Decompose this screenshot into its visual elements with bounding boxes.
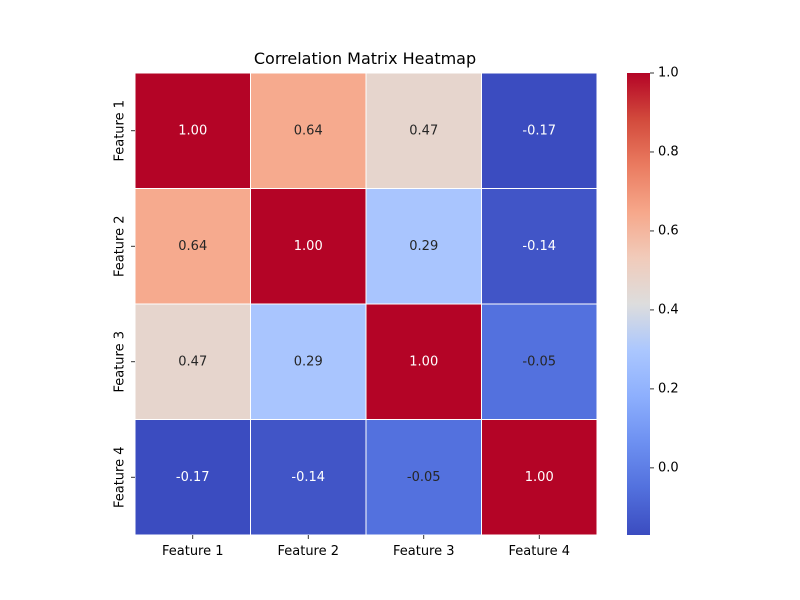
- x-tick-label-3: Feature 3: [393, 544, 455, 559]
- chart-title: Correlation Matrix Heatmap: [254, 49, 476, 68]
- heatmap-cell-r2-c2: [250, 188, 367, 305]
- cell-value-r4-c4: 1.00: [525, 470, 554, 485]
- cell-value-r4-c1: -0.17: [176, 470, 210, 485]
- cell-value-r2-c2: 1.00: [294, 239, 323, 254]
- cell-value-r3-c2: 0.29: [294, 354, 323, 369]
- cell-value-r2-c4: -0.14: [522, 239, 556, 254]
- colorbar-tick-label-2: 0.2: [658, 381, 679, 396]
- y-tick-label-2: Feature 2: [113, 215, 128, 277]
- cell-value-r2-c3: 0.29: [409, 239, 438, 254]
- x-tick-label-2: Feature 2: [277, 544, 339, 559]
- x-tick-label-4: Feature 4: [508, 544, 570, 559]
- heatmap-cell-r1-c3: [365, 72, 482, 189]
- cell-value-r1-c3: 0.47: [409, 123, 438, 138]
- colorbar-tick-label-6: 1.0: [658, 66, 679, 81]
- colorbar: 0.0 0.2 0.4 0.6 0.8 1.0: [627, 66, 679, 535]
- cell-value-r1-c2: 0.64: [294, 123, 323, 138]
- cell-value-r1-c1: 1.00: [178, 123, 207, 138]
- colorbar-tick-label-4: 0.6: [658, 223, 679, 238]
- colorbar-tick-label-3: 0.4: [658, 302, 679, 317]
- heatmap-cell-r2-c4: [481, 188, 598, 305]
- heatmap-cell-r1-c4: [481, 72, 598, 189]
- x-axis: Feature 1 Feature 2 Feature 3 Feature 4: [162, 535, 570, 559]
- heatmap-cell-r4-c1: [134, 419, 251, 536]
- colorbar-tick-label-5: 0.8: [658, 144, 679, 159]
- heatmap-cells: [134, 72, 598, 536]
- cell-value-r4-c2: -0.14: [291, 470, 325, 485]
- cell-value-r1-c4: -0.17: [522, 123, 556, 138]
- y-tick-label-4: Feature 4: [113, 446, 128, 508]
- heatmap-cell-r1-c2: [250, 72, 367, 189]
- cell-value-r3-c1: 0.47: [178, 354, 207, 369]
- heatmap-cell-r4-c4: [481, 419, 598, 536]
- heatmap-cell-r4-c2: [250, 419, 367, 536]
- y-tick-label-3: Feature 3: [113, 331, 128, 393]
- y-tick-label-1: Feature 1: [113, 100, 128, 162]
- heatmap-cell-r4-c3: [365, 419, 482, 536]
- x-tick-label-1: Feature 1: [162, 544, 224, 559]
- colorbar-tick-label-1: 0.0: [658, 460, 679, 475]
- colorbar-gradient: [627, 73, 650, 535]
- cell-value-r2-c1: 0.64: [178, 239, 207, 254]
- heatmap-cell-r1-c1: [134, 72, 251, 189]
- cell-value-r3-c3: 1.00: [409, 354, 438, 369]
- heatmap-cell-r2-c1: [134, 188, 251, 305]
- heatmap-cell-labels: 1.00 0.64 0.47 -0.17 0.64 1.00 0.29 -0.14 0.47 0.…: [176, 123, 556, 485]
- cell-value-r3-c4: -0.05: [522, 354, 556, 369]
- y-axis: Feature 1 Feature 2 Feature 3 Feature 4: [113, 100, 135, 508]
- cell-value-r4-c3: -0.05: [407, 470, 441, 485]
- heatmap-cell-r3-c2: [250, 303, 367, 420]
- heatmap-cell-r3-c4: [481, 303, 598, 420]
